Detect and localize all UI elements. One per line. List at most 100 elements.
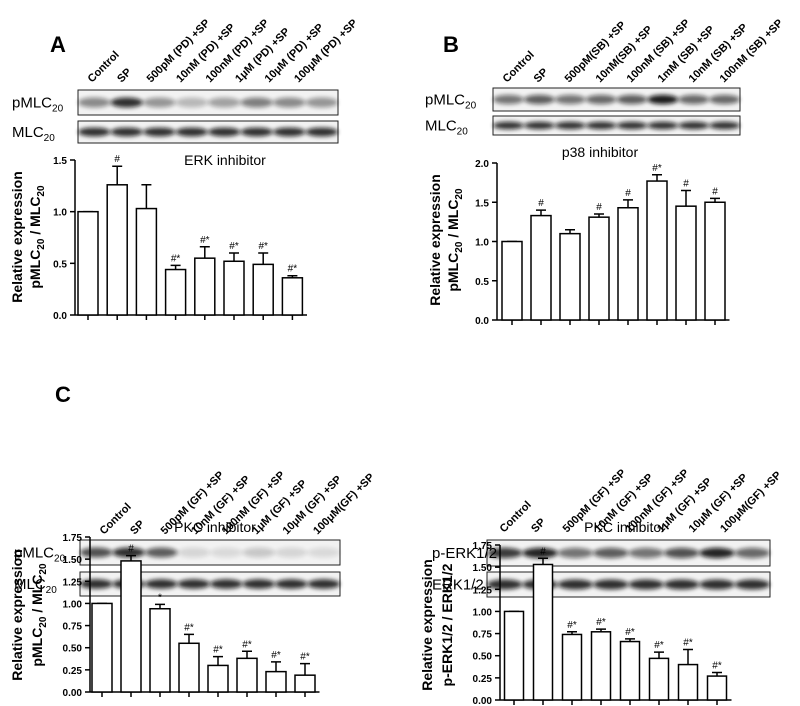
y-tick-label: 1.50 xyxy=(63,555,83,566)
significance-label: # xyxy=(540,546,546,557)
label-text: MLC xyxy=(14,576,46,593)
significance-label: #* xyxy=(200,235,210,246)
label-text: MLC xyxy=(425,118,457,135)
significance-label: #* xyxy=(300,652,310,663)
error-bar xyxy=(184,633,194,644)
blot-band xyxy=(523,121,555,130)
bar xyxy=(164,268,187,316)
label-text: / MLC xyxy=(445,200,461,242)
bar xyxy=(530,214,552,321)
lane-label: SP xyxy=(115,66,134,85)
significance-label: * xyxy=(158,592,162,603)
blot-label: p-ERK1/2 xyxy=(432,545,497,562)
blot-band xyxy=(273,127,306,137)
bar xyxy=(207,664,229,693)
y-tick-label: 0.25 xyxy=(63,666,83,677)
subscript: 20 xyxy=(36,185,47,197)
bar xyxy=(648,657,670,701)
label-text: MLC xyxy=(12,124,44,141)
lane-label: Control xyxy=(98,501,134,537)
blot-band xyxy=(628,547,664,559)
blot-band xyxy=(112,547,145,558)
blot-band xyxy=(305,127,338,137)
y-axis-label: Relative expression xyxy=(9,171,25,303)
blot-band xyxy=(709,94,740,105)
y-tick-label: 0.5 xyxy=(53,259,67,270)
error-bar xyxy=(229,252,239,262)
bar xyxy=(223,260,245,316)
y-axis-label: Relative expression xyxy=(427,174,443,306)
chart-title: PKC inhibitor xyxy=(174,519,256,535)
error-bar xyxy=(141,184,152,209)
bar xyxy=(677,663,699,701)
y-tick-label: 1.5 xyxy=(475,198,489,209)
y-tick-label: 1.5 xyxy=(53,156,67,167)
bar xyxy=(704,201,726,321)
blot-band xyxy=(175,127,208,137)
y-tick-label: 1.75 xyxy=(473,541,493,552)
panel-label: B xyxy=(443,32,459,57)
y-axis-label: p-ERK1/2 / ERK1/2 xyxy=(439,563,455,686)
blot-label: pMLC20 xyxy=(14,545,66,565)
significance-label: #* xyxy=(288,264,298,275)
y-tick-label: 1.75 xyxy=(63,533,83,544)
subscript: 20 xyxy=(454,241,465,253)
error-bar xyxy=(271,661,281,672)
blot-band xyxy=(240,97,273,108)
lane-label: SP xyxy=(532,66,551,85)
label-text: pMLC xyxy=(425,92,465,109)
blot-label: MLC20 xyxy=(425,118,468,138)
blot-band xyxy=(240,127,273,137)
bar xyxy=(194,257,216,316)
bar xyxy=(532,563,554,701)
lane-label: SP xyxy=(128,518,147,537)
label-text: pMLC xyxy=(27,250,43,289)
blot-band xyxy=(554,94,586,105)
bar xyxy=(619,640,641,701)
bar xyxy=(265,670,287,693)
y-tick-label: 1.00 xyxy=(473,607,493,618)
lane-label: Control xyxy=(86,49,122,85)
subscript: 20 xyxy=(46,585,58,596)
blot-band xyxy=(208,97,241,108)
blot-band xyxy=(177,579,210,589)
bar xyxy=(135,207,158,316)
error-bar xyxy=(242,650,252,659)
subscript: 20 xyxy=(44,133,56,144)
blot-band xyxy=(273,97,306,108)
blot-band xyxy=(699,547,735,559)
blot-band xyxy=(709,121,740,130)
significance-label: #* xyxy=(567,620,577,631)
bar xyxy=(91,602,113,693)
bar xyxy=(236,657,258,693)
bar xyxy=(561,633,583,701)
subscript: 20 xyxy=(454,188,465,200)
blot-band xyxy=(143,97,176,108)
significance-label: # xyxy=(625,188,631,199)
significance-label: #* xyxy=(171,253,181,264)
y-tick-label: 0.5 xyxy=(475,277,489,288)
blot-band xyxy=(734,547,770,559)
label-text: pMLC xyxy=(29,628,45,667)
blot-band xyxy=(210,579,243,589)
blot-band xyxy=(275,579,308,589)
blot-band xyxy=(242,579,275,589)
blot-band xyxy=(242,547,275,558)
blot-band xyxy=(78,127,111,137)
blot-label: ERK1/2 xyxy=(432,577,484,594)
blot-band xyxy=(487,547,523,559)
y-tick-label: 0.25 xyxy=(473,674,493,685)
y-tick-label: 0.50 xyxy=(473,652,493,663)
bar xyxy=(77,210,99,316)
bar xyxy=(294,674,316,693)
blot-band xyxy=(307,579,340,589)
bar xyxy=(617,206,639,321)
significance-label: #* xyxy=(683,638,693,649)
y-tick-label: 0.50 xyxy=(63,644,83,655)
blot-band xyxy=(175,97,208,108)
blot-band xyxy=(208,127,241,137)
bar xyxy=(503,610,525,701)
y-tick-label: 2.0 xyxy=(475,159,489,170)
blot-band xyxy=(557,547,594,559)
